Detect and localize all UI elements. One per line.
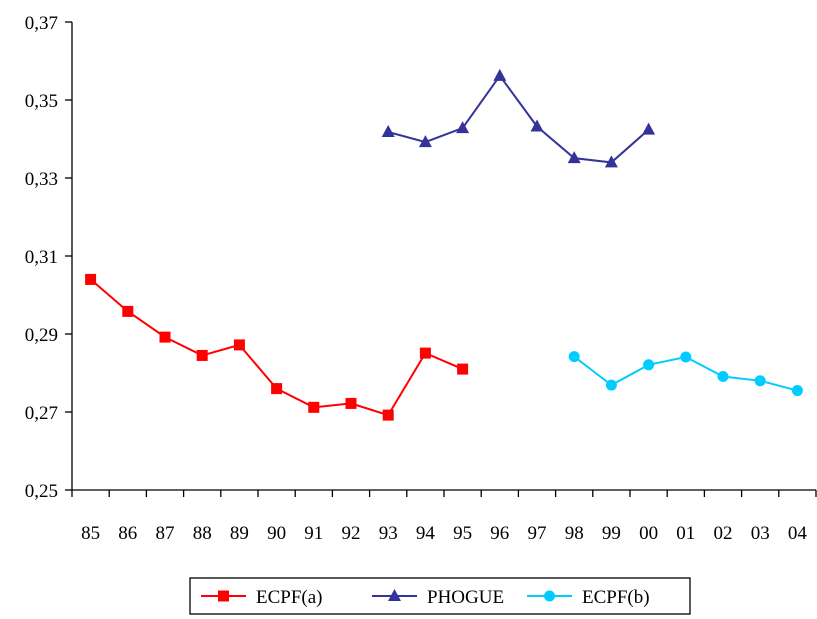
- y-tick-label: 0,27: [25, 403, 58, 424]
- data-point-phogue: [456, 121, 470, 134]
- y-tick-label: 0,29: [25, 325, 58, 346]
- data-point-phogue: [381, 124, 395, 137]
- legend-label-ecpf-a: ECPF(a): [256, 587, 323, 608]
- series-line-ecpf-a: [89, 278, 463, 417]
- x-tick-label: 93: [379, 523, 398, 544]
- legend-label-phogue: PHOGUE: [427, 587, 504, 608]
- data-point-ecpf-b: [717, 371, 729, 383]
- data-point-phogue: [530, 119, 544, 132]
- data-point-phogue: [418, 135, 432, 148]
- x-tick-label: 87: [156, 523, 175, 544]
- data-point-ecpf-a: [85, 273, 97, 285]
- legend-marker-ecpf-a: [218, 590, 229, 602]
- data-point-ecpf-a: [122, 305, 134, 317]
- y-tick-label: 0,25: [25, 481, 58, 502]
- data-point-ecpf-a: [382, 409, 394, 421]
- series-line-phogue: [387, 74, 650, 164]
- data-point-ecpf-b: [643, 359, 655, 371]
- legend-marker-ecpf-b: [544, 590, 555, 602]
- x-tick-label: 02: [714, 523, 733, 544]
- data-point-ecpf-b: [680, 351, 692, 363]
- legend-label-ecpf-b: ECPF(b): [582, 587, 650, 608]
- data-point-phogue: [493, 68, 507, 81]
- y-tick-label: 0,37: [25, 13, 58, 34]
- x-tick-label: 99: [602, 523, 621, 544]
- data-point-ecpf-a: [196, 349, 208, 361]
- data-point-phogue: [604, 155, 618, 168]
- y-tick-label: 0,33: [25, 169, 58, 190]
- x-tick-label: 98: [565, 523, 584, 544]
- x-tick-label: 85: [81, 523, 100, 544]
- x-tick-label: 97: [528, 523, 547, 544]
- x-tick-label: 88: [193, 523, 212, 544]
- data-point-ecpf-b: [568, 351, 580, 363]
- data-point-phogue: [567, 151, 581, 164]
- x-tick-label: 86: [118, 523, 137, 544]
- data-point-ecpf-a: [271, 383, 283, 395]
- x-tick-label: 91: [304, 523, 323, 544]
- x-tick-label: 90: [267, 523, 286, 544]
- data-point-ecpf-a: [233, 339, 245, 351]
- x-tick-label: 00: [639, 523, 658, 544]
- data-point-ecpf-a: [159, 331, 171, 343]
- x-tick-label: 95: [453, 523, 472, 544]
- x-tick-label: 94: [416, 523, 436, 544]
- x-tick-label: 92: [342, 523, 361, 544]
- data-point-ecpf-a: [457, 363, 469, 375]
- data-point-ecpf-b: [754, 375, 766, 387]
- data-point-ecpf-a: [419, 347, 431, 359]
- x-tick-label: 89: [230, 523, 249, 544]
- legend-marker-phogue: [388, 589, 401, 601]
- data-point-phogue: [642, 122, 656, 135]
- y-tick-label: 0,31: [25, 247, 58, 268]
- data-point-ecpf-a: [345, 397, 357, 409]
- x-tick-label: 04: [788, 523, 808, 544]
- data-point-ecpf-b: [605, 379, 617, 391]
- x-tick-label: 01: [676, 523, 695, 544]
- x-tick-label: 96: [490, 523, 509, 544]
- x-tick-label: 03: [751, 523, 770, 544]
- legend-box: [189, 577, 691, 615]
- data-point-ecpf-b: [791, 385, 803, 397]
- y-tick-label: 0,35: [25, 91, 58, 112]
- data-point-ecpf-a: [308, 401, 320, 413]
